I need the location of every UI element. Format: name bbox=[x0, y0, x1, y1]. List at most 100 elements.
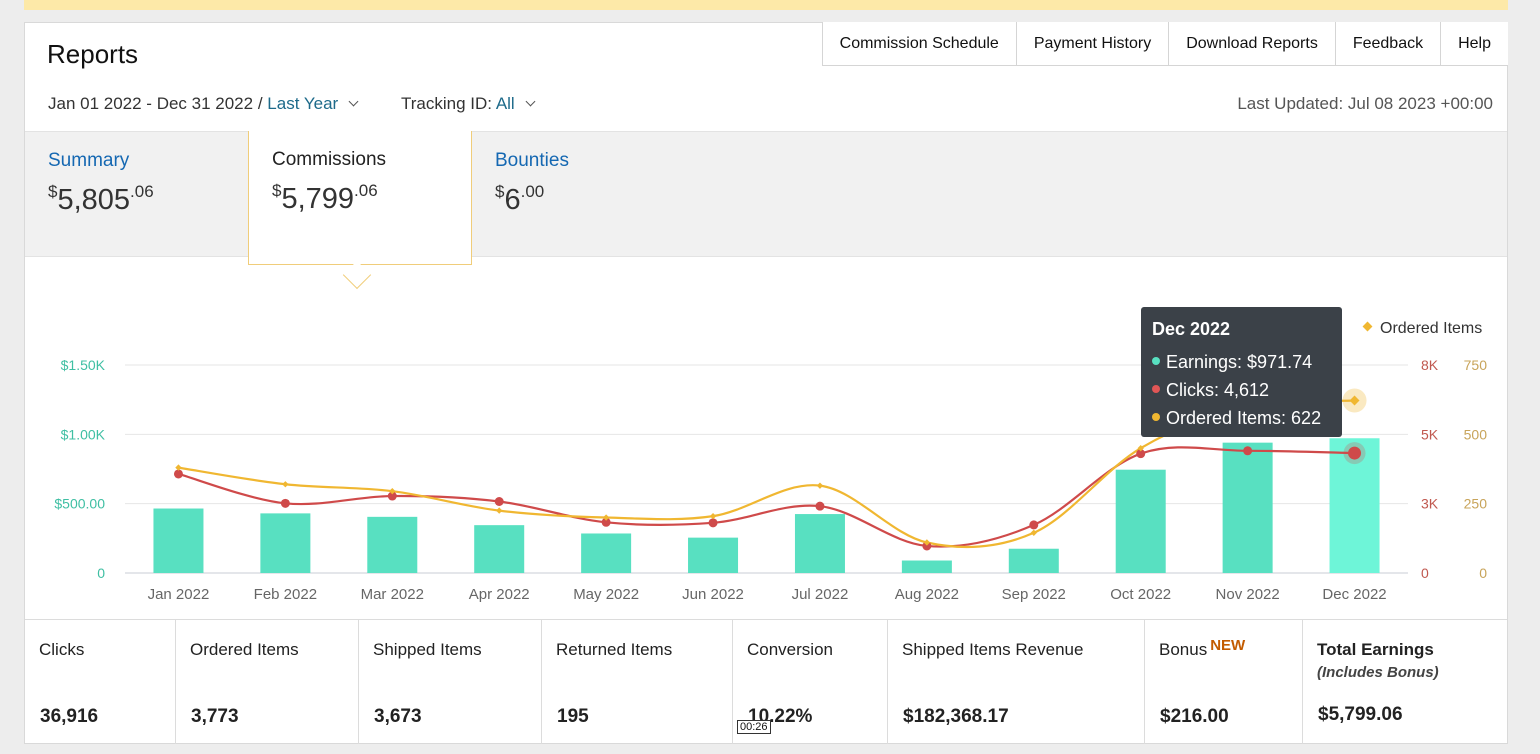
commissions-amount: $5,799.06 bbox=[272, 181, 378, 215]
legend-dot-icon bbox=[1152, 385, 1160, 394]
notice-banner bbox=[24, 0, 1508, 10]
tab-feedback[interactable]: Feedback bbox=[1334, 22, 1441, 65]
x-axis-label: Apr 2022 bbox=[469, 586, 530, 603]
ordered-items-marker bbox=[1349, 395, 1360, 406]
stat-ordered-items: Ordered Items 3,773 bbox=[176, 620, 359, 744]
tracking-value[interactable]: All bbox=[495, 94, 515, 113]
stat-value: 3,673 bbox=[374, 706, 422, 727]
ordered-items-marker bbox=[175, 464, 182, 471]
ordered-items-marker bbox=[496, 507, 503, 514]
chart-tooltip: Dec 2022 Earnings: $971.74 Clicks: 4,612… bbox=[1141, 307, 1342, 437]
clicks-marker bbox=[1029, 520, 1039, 530]
summary-tab-summary[interactable]: Summary $5,805.06 bbox=[25, 132, 248, 256]
stat-value: $182,368.17 bbox=[903, 706, 1009, 727]
ordered-items-marker bbox=[1137, 445, 1144, 452]
tooltip-row-earnings: Earnings: $971.74 bbox=[1152, 348, 1331, 376]
x-axis-label: Nov 2022 bbox=[1216, 586, 1280, 603]
x-axis-label: Feb 2022 bbox=[254, 586, 317, 603]
legend-dot-icon bbox=[1152, 413, 1160, 422]
tracking-id-selector[interactable]: Tracking ID: All bbox=[401, 94, 544, 114]
stat-value: $5,799.06 bbox=[1318, 704, 1403, 725]
clicks-marker bbox=[280, 498, 290, 508]
clicks-axis-tick: 3K bbox=[1421, 496, 1439, 512]
stat-total-earnings: Total Earnings (Includes Bonus) $5,799.0… bbox=[1303, 620, 1507, 744]
stat-value: 195 bbox=[557, 706, 589, 727]
clicks-marker bbox=[387, 491, 397, 501]
clicks-marker bbox=[815, 501, 825, 511]
summary-amount: $5,805.06 bbox=[48, 182, 154, 216]
last-updated: Last Updated: Jul 08 2023 +00:00 bbox=[1237, 94, 1493, 113]
stat-clicks: Clicks 36,916 bbox=[25, 620, 176, 744]
clicks-axis-tick: 8K bbox=[1421, 357, 1439, 373]
tooltip-row-clicks: Clicks: 4,612 bbox=[1152, 376, 1331, 404]
earnings-bar bbox=[581, 533, 632, 573]
clicks-marker bbox=[708, 518, 718, 528]
legend-items-icon bbox=[1362, 321, 1373, 332]
earnings-bar bbox=[688, 537, 739, 573]
legend-dot-icon bbox=[1152, 357, 1160, 366]
stat-label: Shipped Items Revenue bbox=[902, 640, 1084, 659]
earnings-bar bbox=[1115, 469, 1166, 573]
earnings-bar bbox=[901, 560, 952, 573]
chevron-down-icon[interactable] bbox=[348, 96, 359, 107]
stat-label: Clicks bbox=[39, 640, 85, 659]
x-axis-label: Jul 2022 bbox=[792, 586, 849, 603]
earnings-bar bbox=[794, 514, 845, 573]
summary-tab-bounties[interactable]: Bounties $6.00 bbox=[472, 132, 696, 256]
date-range-selector[interactable]: Jan 01 2022 - Dec 31 2022 / Last Year bbox=[48, 94, 367, 114]
left-axis-tick: $1.50K bbox=[61, 357, 106, 373]
summary-tab-commissions[interactable]: Commissions $5,799.06 bbox=[248, 131, 472, 265]
stat-shipped-items: Shipped Items 3,673 bbox=[359, 620, 542, 744]
timer-overlay: 00:26 bbox=[737, 720, 771, 734]
x-axis-label: Jun 2022 bbox=[682, 586, 744, 603]
items-axis-tick: 0 bbox=[1479, 565, 1487, 581]
left-axis-tick: $1.00K bbox=[61, 426, 106, 442]
stat-label: Total Earnings bbox=[1317, 640, 1434, 659]
clicks-axis-tick: 5K bbox=[1421, 426, 1439, 442]
left-axis-tick: $500.00 bbox=[54, 496, 105, 512]
stat-label: Ordered Items bbox=[190, 640, 299, 659]
tab-download-reports[interactable]: Download Reports bbox=[1168, 22, 1335, 65]
date-range-text: Jan 01 2022 - Dec 31 2022 / bbox=[48, 94, 263, 113]
earnings-bar bbox=[474, 525, 525, 573]
stat-sublabel: (Includes Bonus) bbox=[1317, 664, 1439, 681]
summary-tab-label: Commissions bbox=[272, 149, 387, 170]
clicks-marker bbox=[173, 469, 183, 479]
ordered-items-marker bbox=[282, 481, 289, 488]
stat-label: Bonus NEW bbox=[1159, 637, 1246, 659]
earnings-bar bbox=[1008, 548, 1059, 573]
new-badge: NEW bbox=[1210, 637, 1246, 654]
x-axis-label: Sep 2022 bbox=[1002, 586, 1066, 603]
stat-value: $216.00 bbox=[1160, 706, 1229, 727]
stat-label: Conversion bbox=[747, 640, 833, 659]
earnings-chart[interactable]: $1.50K $1.00K $500.00 0 8K 5K 3K 0 750 500 250 0 Jan… bbox=[25, 285, 1507, 619]
items-axis-tick: 750 bbox=[1464, 357, 1488, 373]
date-preset-link[interactable]: Last Year bbox=[267, 94, 339, 113]
x-axis-label: Oct 2022 bbox=[1110, 586, 1171, 603]
ordered-items-marker bbox=[816, 482, 824, 489]
bounties-amount: $6.00 bbox=[495, 182, 545, 216]
left-axis-tick: 0 bbox=[97, 565, 105, 581]
clicks-marker bbox=[1243, 446, 1253, 456]
summary-tab-label: Summary bbox=[48, 150, 130, 171]
earnings-bar bbox=[1222, 442, 1273, 573]
summary-tabs: Summary $5,805.06 Commissions $5,799.06 … bbox=[25, 131, 1507, 265]
tab-help[interactable]: Help bbox=[1440, 22, 1508, 65]
summary-tab-label: Bounties bbox=[495, 150, 569, 171]
page-title: Reports bbox=[47, 39, 139, 69]
x-axis-label: Mar 2022 bbox=[361, 586, 424, 603]
tab-commission-schedule[interactable]: Commission Schedule bbox=[822, 22, 1016, 65]
tab-payment-history[interactable]: Payment History bbox=[1015, 22, 1169, 65]
chevron-down-icon[interactable] bbox=[525, 96, 536, 107]
clicks-marker bbox=[601, 517, 611, 527]
ordered-items-marker bbox=[709, 512, 717, 520]
stat-value: 3,773 bbox=[191, 706, 239, 727]
clicks-marker bbox=[1348, 446, 1362, 460]
earnings-bar bbox=[367, 516, 418, 573]
x-axis-label: Dec 2022 bbox=[1322, 586, 1386, 603]
stat-bonus: Bonus NEW $216.00 bbox=[1145, 620, 1303, 744]
clicks-marker bbox=[1136, 449, 1146, 459]
stat-label: Returned Items bbox=[556, 640, 673, 659]
ordered-items-line bbox=[178, 399, 1355, 549]
stat-value: 36,916 bbox=[40, 706, 99, 727]
